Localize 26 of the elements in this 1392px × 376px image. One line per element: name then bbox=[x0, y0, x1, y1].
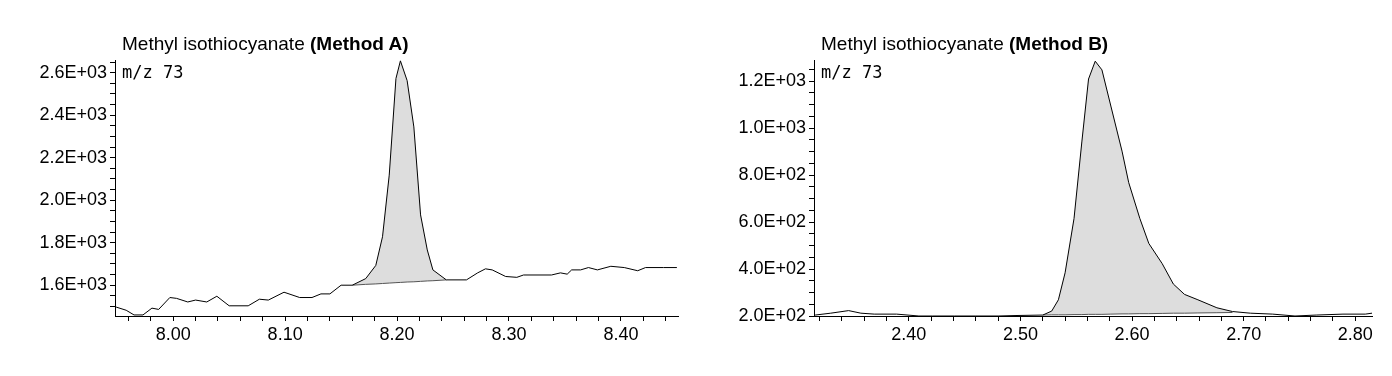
annotation: m/z 73 bbox=[821, 62, 883, 82]
x-tick-label: 2.60 bbox=[1114, 323, 1150, 344]
x-tick-label: 8.10 bbox=[267, 323, 303, 344]
chart-title: Methyl isothiocyanate (Method A) bbox=[122, 33, 409, 55]
y-tick-label: 6.0E+02 bbox=[738, 211, 806, 232]
y-tick-label: 2.4E+03 bbox=[39, 104, 107, 125]
y-tick-label: 2.0E+03 bbox=[39, 189, 107, 210]
y-tick-label: 2.2E+03 bbox=[39, 146, 107, 167]
y-tick-label: 2.0E+02 bbox=[738, 304, 806, 325]
y-tick-label: 1.2E+03 bbox=[738, 70, 806, 91]
x-tick-label: 2.80 bbox=[1337, 323, 1373, 344]
y-tick-label: 1.8E+03 bbox=[39, 231, 107, 252]
x-tick-label: 8.30 bbox=[491, 323, 527, 344]
x-tick-label: 2.50 bbox=[1002, 323, 1038, 344]
y-tick-label: 8.0E+02 bbox=[738, 164, 806, 185]
x-tick-label: 8.40 bbox=[603, 323, 639, 344]
chart-title: Methyl isothiocyanate (Method B) bbox=[821, 33, 1109, 55]
x-tick-label: 2.40 bbox=[891, 323, 927, 344]
annotation: m/z 73 bbox=[122, 62, 184, 82]
y-tick-label: 4.0E+02 bbox=[738, 258, 806, 278]
y-tick-label: 1.0E+03 bbox=[738, 117, 806, 138]
y-tick-label: 1.6E+03 bbox=[39, 274, 107, 295]
y-tick-label: 2.6E+03 bbox=[39, 61, 107, 82]
x-tick-label: 2.70 bbox=[1226, 323, 1262, 344]
x-tick-label: 8.00 bbox=[155, 323, 191, 344]
x-tick-label: 8.20 bbox=[379, 323, 415, 344]
